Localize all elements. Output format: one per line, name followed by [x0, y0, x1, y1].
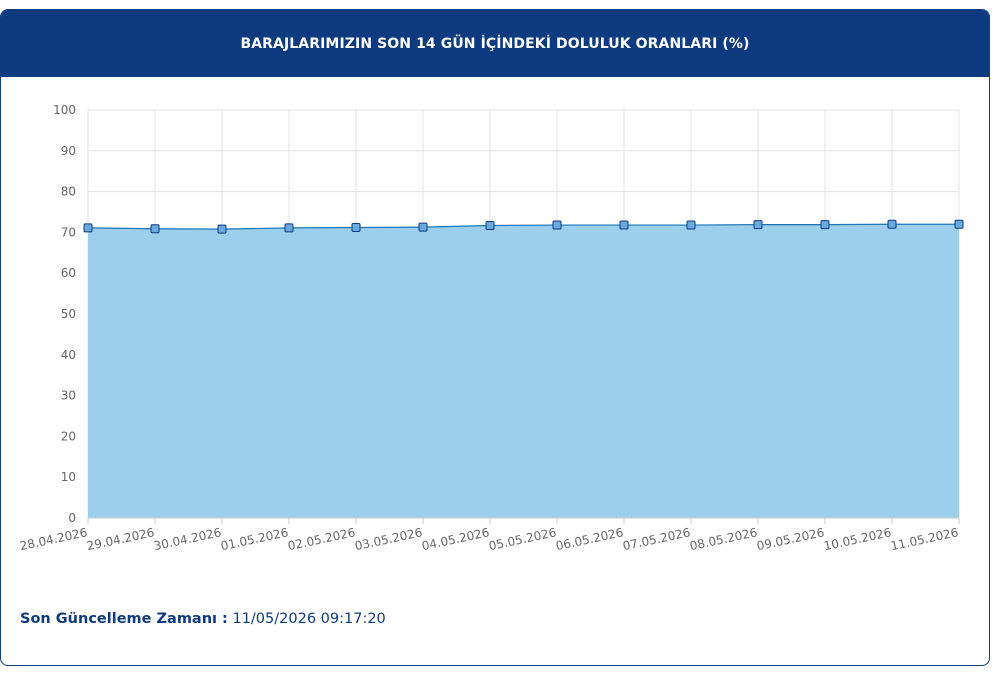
markers: [83, 219, 964, 234]
x-tick-label: 05.05.2026: [487, 525, 557, 553]
x-tick-label: 07.05.2026: [621, 525, 691, 553]
x-tick-label: 29.04.2026: [85, 525, 155, 553]
y-tick-label: 30: [61, 389, 76, 403]
y-tick-label: 60: [61, 266, 76, 280]
x-tick-label: 10.05.2026: [822, 525, 892, 553]
x-tick-label: 06.05.2026: [554, 525, 624, 553]
y-tick-label: 10: [61, 470, 76, 484]
data-point: [150, 224, 160, 234]
area-chart: 0 10 20 30 40 50 60 70 80 90 100 28.04.202629.04.2…: [18, 103, 964, 553]
card-header: BARAJLARIMIZIN SON 14 GÜN İÇİNDEKİ DOLUL…: [1, 10, 989, 77]
last-update-label: Son Güncelleme Zamanı :: [20, 611, 228, 627]
y-tick-label: 50: [61, 307, 76, 321]
x-axis: 28.04.202629.04.202630.04.202601.05.2026…: [18, 517, 960, 553]
data-point: [351, 223, 361, 233]
data-point: [418, 222, 428, 232]
x-tick-label: 03.05.2026: [353, 525, 423, 553]
x-tick-label: 04.05.2026: [420, 525, 490, 553]
data-point: [217, 224, 227, 234]
x-tick-label: 11.05.2026: [889, 525, 959, 553]
y-tick-label: 70: [61, 225, 76, 239]
area-fill: [88, 224, 959, 519]
x-tick-label: 09.05.2026: [755, 525, 825, 553]
x-tick-label: 08.05.2026: [688, 525, 758, 553]
y-axis: 0 10 20 30 40 50 60 70 80 90 100: [53, 103, 76, 525]
data-point: [820, 220, 830, 230]
data-point: [887, 219, 897, 229]
y-tick-label: 0: [68, 511, 76, 525]
x-tick-label: 02.05.2026: [286, 525, 356, 553]
x-tick-label: 28.04.2026: [18, 525, 88, 553]
series-line: [87, 223, 959, 230]
y-tick-label: 20: [61, 429, 76, 443]
area-layer: [87, 223, 959, 519]
y-tick-label: 90: [61, 144, 76, 158]
y-tick-label: 40: [61, 348, 76, 362]
data-point: [686, 220, 696, 230]
data-point: [753, 220, 763, 230]
x-tick-label: 30.04.2026: [152, 525, 222, 553]
y-tick-label: 80: [61, 185, 76, 199]
last-update-value: 11/05/2026 09:17:20: [232, 611, 386, 627]
data-point: [284, 223, 294, 233]
x-tick-label: 01.05.2026: [219, 525, 289, 553]
last-update: Son Güncelleme Zamanı : 11/05/2026 09:17…: [20, 611, 386, 627]
data-point: [954, 219, 964, 229]
data-point: [619, 220, 629, 230]
data-point: [83, 223, 93, 233]
data-point: [485, 220, 495, 230]
y-tick-label: 100: [53, 103, 76, 117]
chart-title: BARAJLARIMIZIN SON 14 GÜN İÇİNDEKİ DOLUL…: [240, 35, 750, 52]
data-point: [552, 220, 562, 230]
